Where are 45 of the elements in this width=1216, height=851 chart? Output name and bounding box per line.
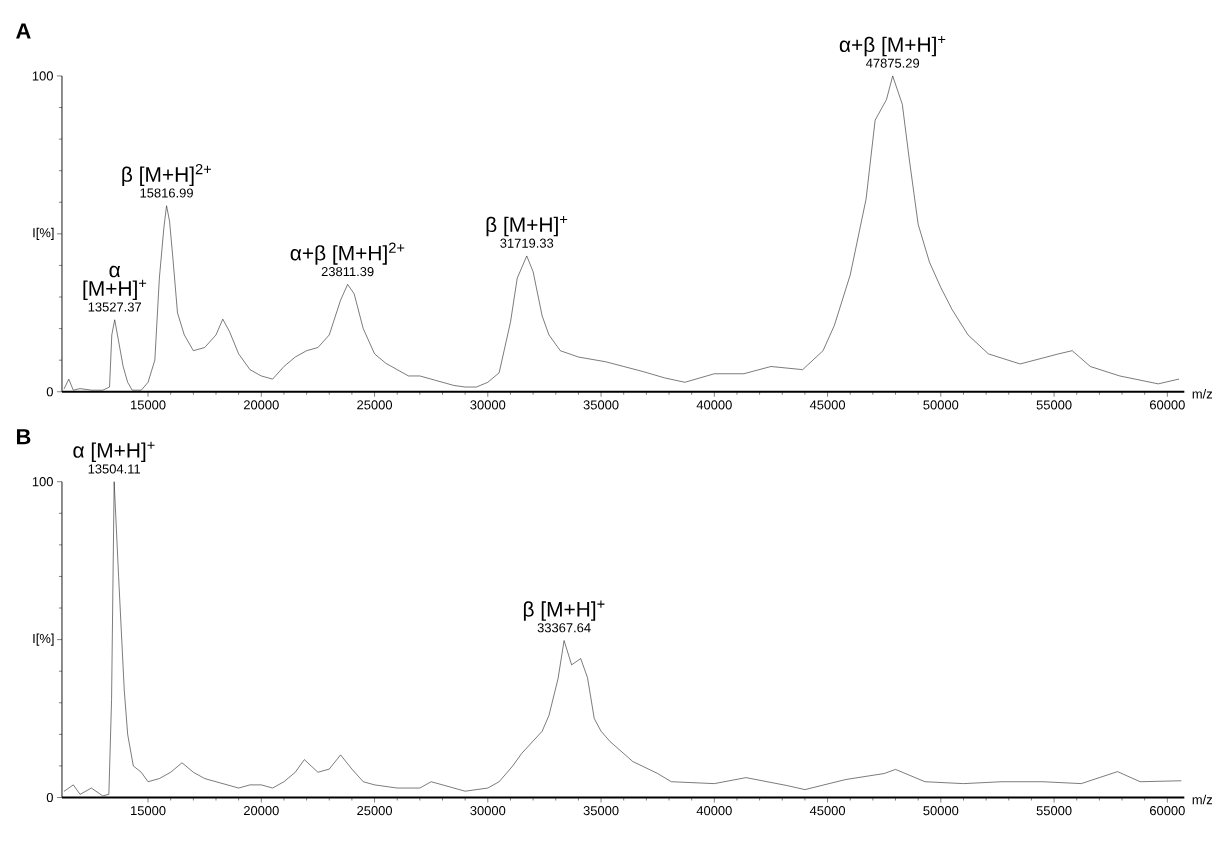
annotation: α [M+H]$^{+}$ [73,441,155,462]
y-axis-title: I[%] [33,227,54,240]
annotation: α [109,265,121,278]
chart-title: A [16,23,31,39]
x-tick-label: 35000 [583,400,619,410]
x-axis-title: m/z [1192,388,1213,399]
x-tick-label: 15000 [131,805,166,815]
annotation: β [M+H]$^{2+}$ [122,163,212,186]
x-tick-label: 50000 [923,400,959,410]
annotation: 47875.29 [866,58,920,68]
x-tick-label: 25000 [357,400,393,410]
annotation: 15816.99 [140,188,193,198]
annotation: [M+H]$^{+}$ [83,279,147,300]
annotation: β [M+H]$^{+}$ [486,215,568,236]
y-tick-label: 0 [46,792,53,802]
y-axis-title: I[%] [33,633,54,646]
x-tick-label: 50000 [923,805,959,815]
x-tick-label: 20000 [243,805,279,815]
x-tick-label: 20000 [243,400,279,410]
x-tick-label: 55000 [1036,805,1072,815]
annotation: 23811.39 [321,266,374,276]
x-tick-label: 60000 [1149,805,1185,815]
x-tick-label: 45000 [809,805,846,815]
x-tick-label: 15000 [131,400,166,410]
y-tick-label: 0 [46,386,53,397]
chart-title: B [16,428,31,444]
annotation: 33367.64 [537,622,591,633]
annotation: α+β [M+H]$^{+}$ [839,35,946,56]
y-tick-label: 100 [32,476,53,487]
x-tick-label: 25000 [357,805,393,815]
y-tick-label: 100 [32,71,53,81]
annotation: β [M+H]$^{+}$ [523,600,605,621]
x-tick-label: 60000 [1149,400,1185,410]
annotation: 13527.37 [88,302,142,312]
annotation: α+β [M+H]$^{2+}$ [290,242,405,265]
x-tick-label: 55000 [1036,400,1072,410]
x-tick-label: 45000 [809,400,846,410]
x-tick-label: 35000 [583,805,619,815]
x-tick-label: 40000 [696,400,732,410]
annotation: 31719.33 [500,238,554,248]
x-tick-label: 40000 [696,805,732,815]
x-axis-title: m/z [1192,794,1213,805]
x-tick-label: 30000 [470,805,506,815]
annotation: 13504.11 [88,464,141,474]
x-tick-label: 30000 [470,400,506,410]
